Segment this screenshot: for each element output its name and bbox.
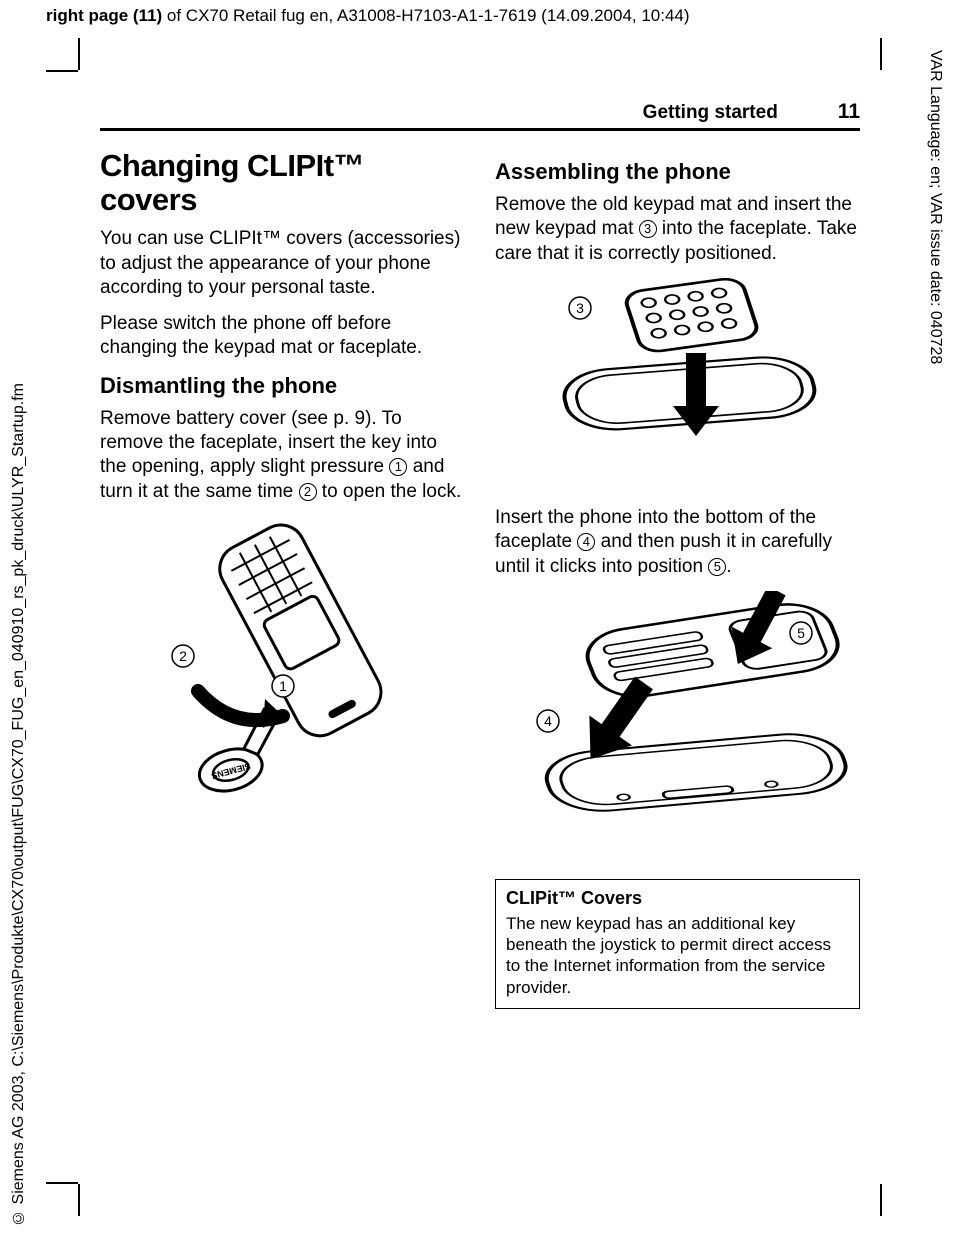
para-covers-intro: You can use CLIPIt™ covers (accessories)…	[100, 227, 465, 300]
heading-assembling: Assembling the phone	[495, 159, 860, 185]
para-keypad-mat: Remove the old keypad mat and insert the…	[495, 193, 860, 266]
two-column-layout: Changing CLIPIt™ covers You can use CLIP…	[100, 149, 860, 1009]
crop-mark	[78, 1184, 80, 1216]
para-switch-off: Please switch the phone off before chang…	[100, 312, 465, 361]
section-title: Getting started	[643, 102, 778, 124]
page-number: 11	[838, 100, 860, 124]
clipit-covers-note: CLIPit™ Covers The new keypad has an add…	[495, 879, 860, 1009]
note-body: The new keypad has an additional key ben…	[506, 913, 849, 998]
crop-mark	[46, 70, 78, 72]
figure-dismantling: SIEMENS 2 1	[100, 516, 465, 806]
callout-3-icon: 3	[639, 220, 657, 238]
crop-mark	[46, 1182, 78, 1184]
svg-text:3: 3	[576, 300, 584, 316]
svg-text:4: 4	[544, 713, 552, 729]
left-column: Changing CLIPIt™ covers You can use CLIP…	[100, 149, 465, 1009]
source-path-note: © Siemens AG 2003, C:\Siemens\Produkte\C…	[10, 383, 28, 1226]
para-dismantling: Remove battery cover (see p. 9). To remo…	[100, 407, 465, 504]
figure-insert-phone: 4 5	[495, 591, 860, 861]
figure-keypad-mat: 3	[495, 278, 860, 488]
crop-mark	[880, 38, 882, 70]
meta-bold: right page (11)	[46, 6, 162, 25]
crop-mark	[78, 38, 80, 70]
note-title: CLIPit™ Covers	[506, 888, 849, 909]
svg-text:1: 1	[279, 678, 287, 694]
heading-dismantling: Dismantling the phone	[100, 373, 465, 399]
svg-text:5: 5	[797, 625, 805, 641]
phone-into-faceplate-icon: 4 5	[508, 591, 848, 861]
callout-5-icon: 5	[708, 558, 726, 576]
para-insert-phone: Insert the phone into the bottom of the …	[495, 506, 860, 579]
page-meta-top: right page (11) of CX70 Retail fug en, A…	[46, 6, 690, 26]
callout-2-icon: 2	[299, 483, 317, 501]
crop-mark	[880, 1184, 882, 1216]
var-language-note: VAR Language: en; VAR issue date: 040728	[926, 50, 944, 364]
callout-1-icon: 1	[389, 458, 407, 476]
right-column: Assembling the phone Remove the old keyp…	[495, 149, 860, 1009]
heading-changing-covers: Changing CLIPIt™ covers	[100, 149, 465, 217]
phone-with-key-icon: SIEMENS 2 1	[153, 516, 413, 806]
callout-4-icon: 4	[577, 533, 595, 551]
svg-text:2: 2	[179, 648, 187, 664]
keypad-into-faceplate-icon: 3	[518, 278, 838, 488]
running-header: Getting started 11	[100, 100, 860, 131]
meta-rest: of CX70 Retail fug en, A31008-H7103-A1-1…	[162, 6, 689, 25]
page-body: Getting started 11 Changing CLIPIt™ cove…	[100, 100, 860, 1009]
